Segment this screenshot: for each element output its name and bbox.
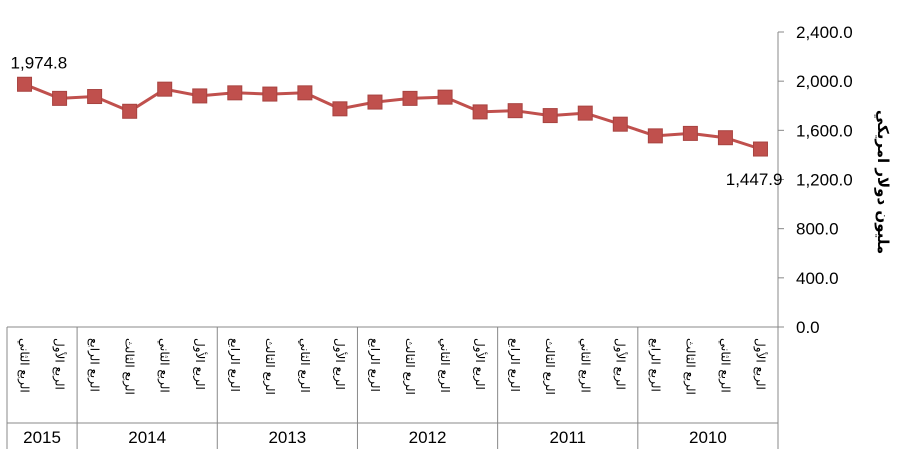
- data-point-marker: [752, 141, 768, 157]
- data-point-marker: [437, 89, 453, 105]
- quarter-label: الربع الأول: [192, 338, 208, 390]
- data-point-marker: [507, 103, 523, 119]
- y-tick-label: 2,400.0: [796, 23, 853, 42]
- series-line-group: [17, 76, 768, 157]
- data-point-marker: [647, 128, 663, 144]
- quarter-label: الربع الأول: [332, 338, 348, 390]
- quarter-label: الربع الثالث: [682, 338, 697, 395]
- quarter-label: الربع الرابع: [367, 338, 382, 392]
- data-point-marker: [52, 90, 68, 106]
- data-point-marker: [612, 116, 628, 132]
- quarter-label: الربع الثاني: [577, 338, 592, 393]
- data-point-marker: [122, 103, 138, 119]
- data-point-marker: [472, 104, 488, 120]
- data-point-marker: [577, 105, 593, 121]
- y-tick-label: 1,200.0: [796, 171, 853, 190]
- y-axis-label: مليون دولار امريكي: [874, 110, 892, 254]
- y-tick-label: 1,600.0: [796, 121, 853, 140]
- data-point-marker: [717, 130, 733, 146]
- data-point-marker: [17, 76, 33, 92]
- data-point-marker: [192, 88, 208, 104]
- data-point-marker: [157, 81, 173, 97]
- quarter-label: الربع الأول: [52, 338, 68, 390]
- quarter-label: الربع الأول: [612, 338, 628, 390]
- quarter-label: الربع الثاني: [17, 338, 32, 393]
- year-label: 2013: [268, 428, 306, 447]
- series-line: [23, 82, 761, 151]
- year-label: 2015: [23, 428, 61, 447]
- quarter-label: الربع الثالث: [542, 338, 557, 395]
- quarter-label: الربع الرابع: [507, 338, 522, 392]
- x-axis: 2010 الربع الأول الربع الثاني الربع الثالث ا…: [6, 326, 779, 449]
- data-labels: 1,447.9 1,974.8: [11, 53, 783, 189]
- data-point-marker: [297, 85, 313, 101]
- data-label: 1,974.8: [11, 53, 68, 72]
- year-label: 2014: [128, 428, 166, 447]
- y-tick-label: 0.0: [796, 318, 820, 337]
- quarter-label: الربع الرابع: [227, 338, 242, 392]
- data-point-marker: [682, 125, 698, 141]
- y-axis: 0.0 400.0 800.0 1,200.0 1,600.0 2,000.0 2,400.…: [777, 23, 853, 337]
- quarter-label: الربع الأول: [472, 338, 488, 390]
- quarter-label: الربع الثالث: [262, 338, 277, 395]
- data-point-marker: [87, 89, 103, 105]
- year-label: 2010: [689, 428, 727, 447]
- data-point-marker: [332, 101, 348, 117]
- data-point-marker: [367, 94, 383, 110]
- quarter-label: الربع الثالث: [122, 338, 137, 395]
- quarter-label: الربع الرابع: [647, 338, 662, 392]
- y-tick-label: 2,000.0: [796, 72, 853, 91]
- quarter-label: الربع الثاني: [157, 338, 172, 393]
- quarter-label: الربع الثاني: [717, 338, 732, 393]
- data-label: 1,447.9: [726, 170, 783, 189]
- data-point-marker: [227, 85, 243, 101]
- data-point-marker: [262, 86, 278, 102]
- quarter-label: الربع الرابع: [87, 338, 102, 392]
- y-tick-label: 800.0: [796, 220, 839, 239]
- quarter-label: الربع الثالث: [402, 338, 417, 395]
- quarter-label: الربع الأول: [752, 338, 768, 390]
- data-point-marker: [542, 108, 558, 124]
- y-tick-label: 400.0: [796, 269, 839, 288]
- year-label: 2012: [409, 428, 447, 447]
- quarter-label: الربع الثاني: [437, 338, 452, 393]
- year-label: 2011: [549, 428, 586, 447]
- quarter-label: الربع الثاني: [297, 338, 312, 393]
- data-point-marker: [402, 90, 418, 106]
